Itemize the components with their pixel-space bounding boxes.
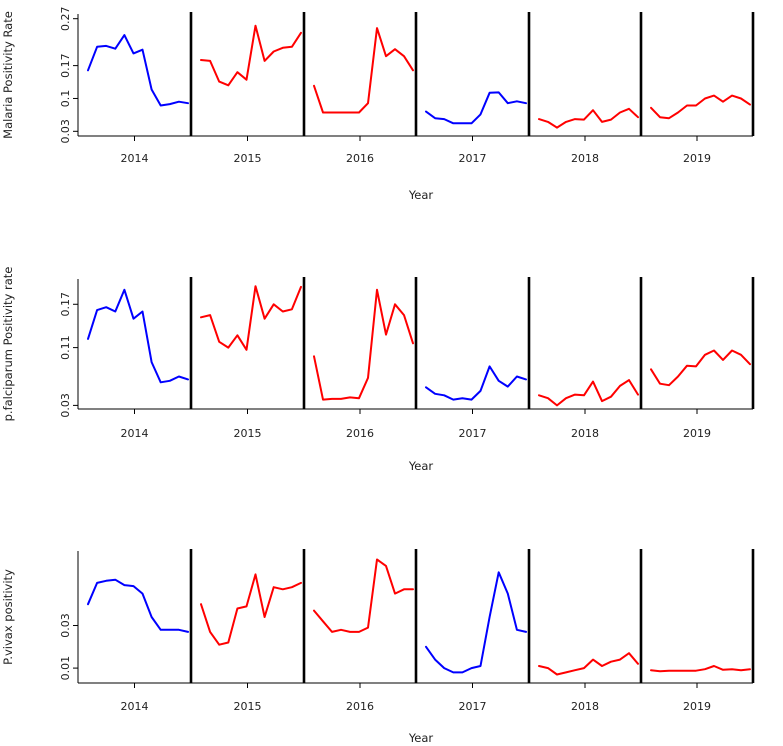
series-line-2014 bbox=[87, 578, 189, 633]
y-tick-label: 0.03 bbox=[59, 119, 72, 144]
series-line-2015 bbox=[200, 24, 302, 87]
x-tick-label: 2014 bbox=[121, 152, 149, 165]
x-tick-label: 2017 bbox=[459, 700, 487, 713]
series-line-2018 bbox=[538, 379, 639, 407]
x-tick-label: 2014 bbox=[121, 427, 149, 440]
y-tick-label: 0.03 bbox=[59, 393, 72, 418]
x-tick-label: 2017 bbox=[459, 427, 487, 440]
series-line-2019 bbox=[650, 94, 751, 120]
series-line-2015 bbox=[200, 285, 302, 351]
series-line-2014 bbox=[87, 34, 189, 107]
series-line-2018 bbox=[538, 652, 639, 676]
series-line-2015 bbox=[200, 573, 302, 646]
series-line-2017 bbox=[425, 571, 527, 674]
series-line-2017 bbox=[425, 91, 527, 125]
y-axis-title: p.falciparum Positivity rate bbox=[1, 267, 15, 422]
x-tick-label: 2016 bbox=[346, 700, 374, 713]
y-tick-label: 0.1 bbox=[59, 90, 72, 108]
x-tick-label: 2018 bbox=[571, 427, 599, 440]
y-tick-label: 0.03 bbox=[59, 613, 72, 638]
y-axis-title: P.vivax positivity bbox=[1, 569, 15, 665]
series-line-2016 bbox=[313, 558, 414, 633]
x-tick-label: 2016 bbox=[346, 427, 374, 440]
y-tick-label: 0.11 bbox=[59, 335, 72, 360]
x-axis-title: Year bbox=[408, 459, 434, 473]
series-line-2017 bbox=[425, 365, 527, 401]
series-line-2016 bbox=[313, 27, 414, 114]
x-tick-label: 2015 bbox=[234, 152, 262, 165]
y-tick-label: 0.17 bbox=[59, 53, 72, 78]
series-line-2016 bbox=[313, 288, 414, 401]
y-axis-title: Malaria Positivity Rate bbox=[1, 11, 15, 139]
x-tick-label: 2019 bbox=[683, 152, 711, 165]
series-line-2019 bbox=[650, 665, 751, 673]
x-tick-label: 2018 bbox=[571, 700, 599, 713]
series-line-2019 bbox=[650, 349, 751, 387]
y-tick-label: 0.27 bbox=[59, 6, 72, 31]
x-tick-label: 2014 bbox=[121, 700, 149, 713]
x-tick-label: 2019 bbox=[683, 427, 711, 440]
x-tick-label: 2019 bbox=[683, 700, 711, 713]
x-axis-title: Year bbox=[408, 188, 434, 202]
x-tick-label: 2015 bbox=[234, 700, 262, 713]
y-tick-label: 0.17 bbox=[59, 292, 72, 317]
series-line-2014 bbox=[87, 288, 189, 384]
x-tick-label: 2016 bbox=[346, 152, 374, 165]
x-tick-label: 2015 bbox=[234, 427, 262, 440]
x-tick-label: 2018 bbox=[571, 152, 599, 165]
series-line-2018 bbox=[538, 107, 639, 129]
x-axis-title: Year bbox=[408, 731, 434, 745]
y-tick-label: 0.01 bbox=[59, 656, 72, 681]
x-tick-label: 2017 bbox=[459, 152, 487, 165]
